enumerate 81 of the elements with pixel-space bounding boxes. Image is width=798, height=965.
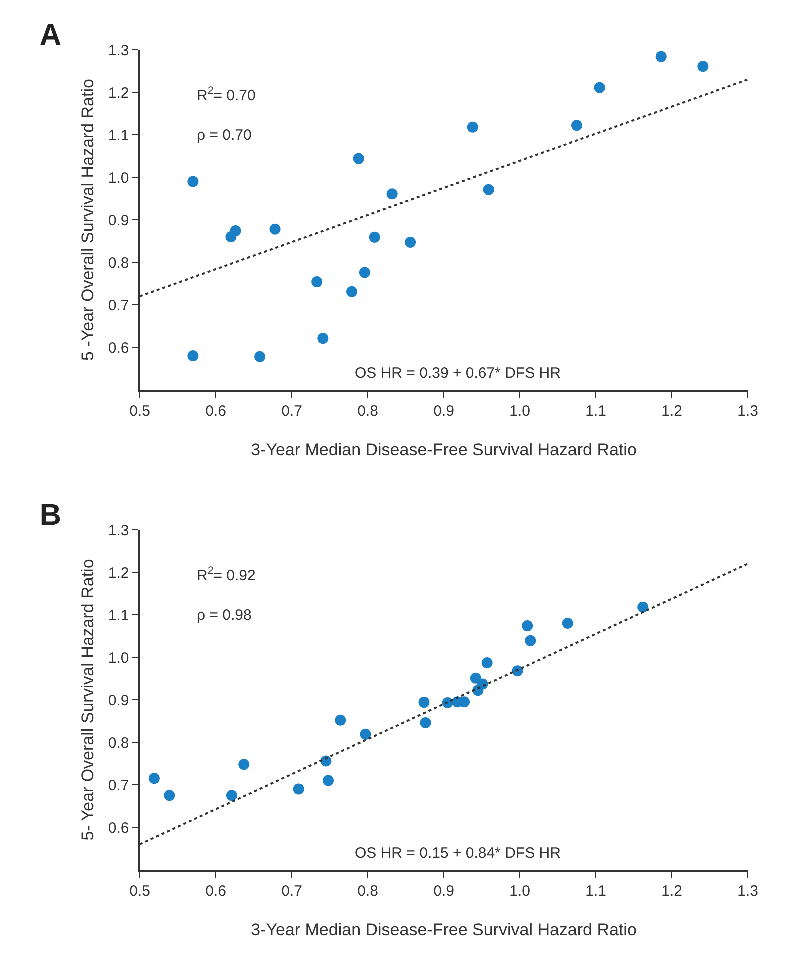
- point: [525, 635, 536, 646]
- point: [230, 226, 242, 237]
- y-tick-label: 1.0: [108, 170, 130, 187]
- text: 1.0: [510, 882, 530, 900]
- x-tick-label: 0.5: [130, 882, 150, 900]
- point: [188, 350, 199, 362]
- y-tick-label: 1.1: [108, 607, 130, 624]
- annotation: OS HR = 0.39 + 0.67* DFS HR: [355, 365, 562, 382]
- x-tick-label: 0.6: [206, 882, 226, 900]
- point: [335, 714, 346, 726]
- y-axis-title: 5- Year Overall Survival Hazard Ratio: [78, 559, 98, 841]
- point: [594, 82, 606, 94]
- x-axis-title: 3-Year Median Disease-Free Survival Hazard Ratio: [251, 920, 637, 940]
- x-tick-label: 1.3: [738, 882, 758, 900]
- point: [386, 188, 398, 200]
- y-tick-label: 0.8: [108, 734, 130, 752]
- y-tick-label: 1.1: [108, 127, 130, 144]
- point: [369, 232, 380, 243]
- x-tick-label: 0.8: [358, 882, 378, 900]
- chart-title: A: [40, 19, 62, 52]
- point: [483, 184, 494, 196]
- annotation: R$^{2}$= 0.92: [197, 565, 256, 584]
- y-axis-title: 5 -Year Overall Survival Hazard Ratio: [78, 79, 98, 361]
- x-tick-label: 1.2: [662, 882, 682, 900]
- point: [698, 61, 709, 72]
- y-tick-label: 1.3: [108, 42, 130, 60]
- point: [470, 672, 482, 684]
- point: [572, 120, 582, 132]
- x-tick-label: 0.8: [358, 402, 378, 420]
- text: 1.0: [510, 402, 530, 420]
- point: [418, 697, 430, 708]
- point: [562, 618, 574, 629]
- x-tick-label: 0.7: [282, 402, 302, 420]
- point: [638, 602, 649, 613]
- y-tick-label: 0.6: [108, 820, 130, 837]
- annotation: OS HR = 0.15 + 0.84* DFS HR: [355, 845, 562, 862]
- y-tick-label: 1.0: [108, 650, 130, 667]
- y-tick-label: 0.7: [108, 297, 130, 314]
- y-tick-label: 1.2: [108, 84, 130, 102]
- point: [360, 728, 372, 740]
- x-axis-title: 3-Year Median Disease-Free Survival Hazard Ratio: [251, 440, 637, 460]
- y-tick-label: 1.2: [108, 564, 130, 582]
- point: [405, 237, 416, 248]
- y-tick-label: 0.6: [108, 340, 130, 357]
- x-tick-label: 0.5: [130, 402, 150, 420]
- x-tick-label: 1.1: [586, 402, 606, 420]
- x-tick-label: 0.6: [206, 402, 226, 420]
- chart-title: B: [40, 499, 62, 532]
- point: [522, 620, 534, 632]
- point: [353, 153, 364, 164]
- annotation: ρ = 0.98: [197, 607, 252, 624]
- point: [254, 351, 266, 362]
- annotation: R$^{2}$= 0.70: [197, 85, 256, 104]
- point: [322, 775, 334, 786]
- point: [238, 759, 250, 770]
- point: [656, 51, 667, 62]
- point: [318, 333, 329, 344]
- x-tick-label: 0.7: [282, 882, 302, 900]
- x-tick-label: 1.1: [586, 882, 606, 900]
- point: [420, 717, 432, 728]
- point: [482, 658, 493, 669]
- y-tick-label: 0.7: [108, 777, 130, 794]
- point: [164, 790, 176, 802]
- point: [467, 122, 478, 133]
- y-tick-label: 0.9: [108, 692, 130, 710]
- y-tick-label: 0.8: [108, 254, 130, 272]
- x-tick-label: 0.9: [434, 882, 454, 900]
- y-tick-label: 1.3: [108, 522, 130, 540]
- y-tick-label: 0.9: [108, 212, 130, 230]
- point: [148, 773, 160, 784]
- point: [293, 784, 304, 795]
- point: [188, 176, 199, 188]
- point: [270, 224, 281, 235]
- x-tick-label: 1.3: [738, 402, 758, 420]
- point: [359, 267, 370, 278]
- point: [346, 286, 358, 298]
- annotation: ρ = 0.70: [197, 127, 252, 144]
- x-tick-label: 0.9: [434, 402, 454, 420]
- point: [226, 790, 238, 802]
- point: [312, 276, 323, 288]
- x-tick-label: 1.2: [662, 402, 682, 420]
